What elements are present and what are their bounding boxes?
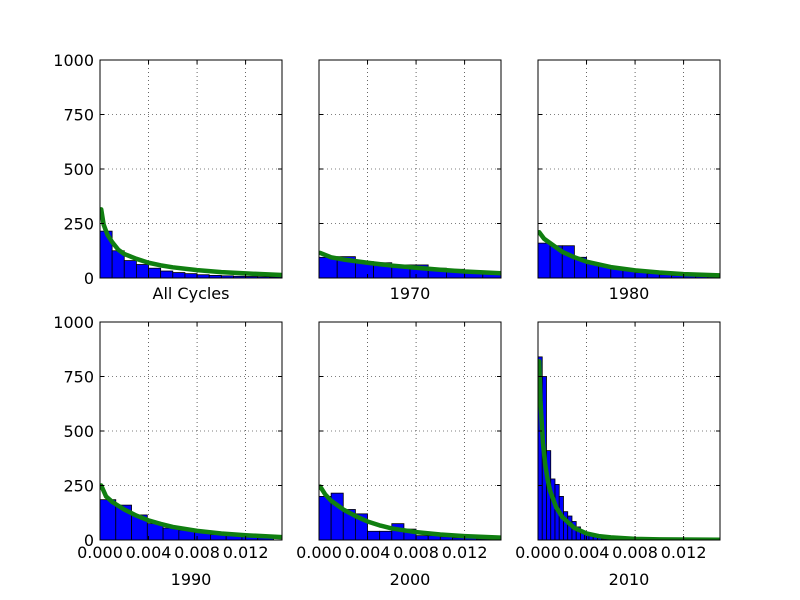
- histogram-bar: [148, 267, 162, 278]
- x-tick-label: 0.004: [564, 543, 610, 562]
- x-tick-label: 0.000: [296, 543, 342, 562]
- x-tick-label: 0.012: [442, 543, 488, 562]
- panel-label: 2010: [609, 570, 650, 589]
- histogram-bar: [160, 270, 174, 278]
- y-tick-label: 250: [63, 477, 94, 496]
- y-tick-label: 1000: [53, 313, 94, 332]
- histogram-bar: [538, 242, 551, 278]
- histogram-bar: [379, 530, 393, 540]
- histogram-bar: [319, 495, 332, 540]
- plot-area: [100, 322, 282, 540]
- fit-curve: [538, 229, 720, 278]
- x-tick-label: 0.004: [126, 543, 172, 562]
- panel-label: 1990: [171, 570, 212, 589]
- plot-area: [319, 322, 501, 540]
- x-tick-label: 0.012: [661, 543, 707, 562]
- y-tick-label: 0: [84, 531, 94, 550]
- fit-curve: [319, 484, 501, 540]
- panel-5: 0.000 0.004 0.008 0.012 2010: [515, 321, 721, 589]
- histogram-bar: [319, 256, 338, 278]
- panel-1: 1970: [318, 59, 502, 303]
- panel-frame: [318, 321, 502, 541]
- x-tick-label: 0.008: [174, 543, 220, 562]
- fit-curve: [538, 358, 720, 540]
- x-tick-label: 0.000: [515, 543, 561, 562]
- fit-curve: [100, 207, 282, 278]
- histogram-bar: [172, 272, 186, 278]
- y-tick-label: 750: [63, 106, 94, 125]
- x-tick-label: 0.008: [393, 543, 439, 562]
- histogram-bar: [135, 264, 149, 278]
- histogram-bar: [367, 530, 381, 540]
- x-tick-label: 0.004: [345, 543, 391, 562]
- panel-2: 1980: [537, 59, 721, 303]
- histogram-bar: [100, 499, 117, 540]
- histogram-bar: [123, 260, 137, 278]
- y-tick-label: 1000: [53, 51, 94, 70]
- panel-3: 0 250 500 750 1000 0.000 0.004 0.008 0.012 1990: [53, 313, 283, 589]
- histogram-bar: [184, 273, 198, 278]
- y-tick-label: 500: [63, 160, 94, 179]
- y-tick-label: 500: [63, 422, 94, 441]
- plot-area: [319, 60, 501, 278]
- panel-frame: [318, 59, 502, 279]
- x-tick-label: 0.000: [77, 543, 123, 562]
- x-tick-label: 0.012: [223, 543, 269, 562]
- panel-frame: [537, 59, 721, 279]
- y-tick-label: 750: [63, 368, 94, 387]
- plot-area: [538, 60, 720, 278]
- histogram-bar: [415, 535, 429, 540]
- panel-4: 0.000 0.004 0.008 0.012 2000: [296, 321, 502, 589]
- panel-frame: [99, 59, 283, 279]
- fit-curve: [100, 483, 282, 540]
- y-tick-label: 0: [84, 269, 94, 288]
- panel-label: 1970: [390, 284, 431, 303]
- panel-0: 0 250 500 750 1000 All Cycles: [53, 51, 283, 303]
- histogram-bar: [162, 527, 180, 540]
- fit-curve: [319, 250, 501, 276]
- panel-label: 2000: [390, 570, 431, 589]
- plot-area: [100, 60, 282, 278]
- plot-area: [538, 322, 720, 540]
- y-tick-label: 250: [63, 215, 94, 234]
- panel-frame: [537, 321, 721, 541]
- panel-label: All Cycles: [153, 284, 230, 303]
- panel-label: 1980: [609, 284, 650, 303]
- x-tick-label: 0.008: [612, 543, 658, 562]
